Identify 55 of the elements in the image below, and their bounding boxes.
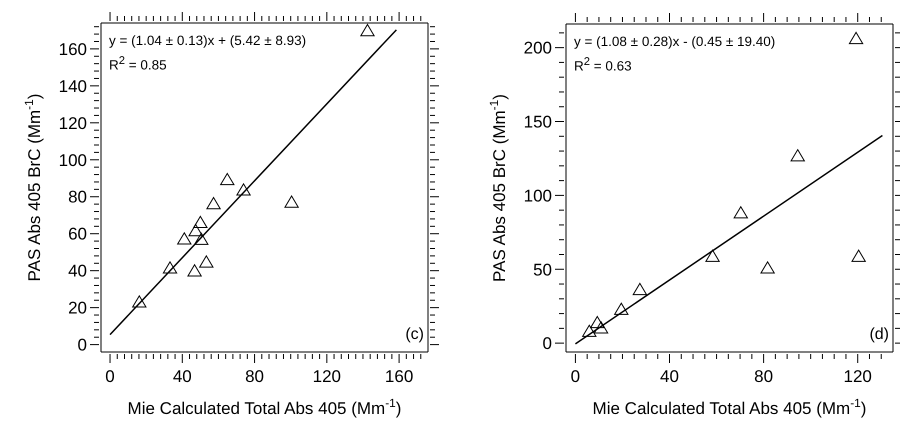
- x-tick-label: 0: [105, 367, 115, 386]
- x-tick-label: 160: [384, 367, 414, 386]
- point: [177, 232, 192, 245]
- annotation: (c): [405, 326, 424, 344]
- point: [284, 196, 299, 208]
- annotation: y = (1.08 ± 0.28)x - (0.45 ± 19.40): [574, 33, 776, 51]
- y-tick-label: 140: [58, 76, 87, 96]
- point: [360, 24, 375, 36]
- point: [236, 183, 251, 196]
- x-tick-label: 40: [660, 367, 679, 386]
- point: [162, 261, 178, 274]
- y-tick-label: 100: [524, 186, 552, 206]
- point: [790, 149, 805, 162]
- point: [734, 206, 748, 218]
- annotation: (d): [869, 326, 889, 344]
- x-tick-label: 80: [245, 367, 264, 386]
- annotation: y = (1.04 ± 0.13)x + (5.42 ± 8.93): [109, 32, 306, 50]
- point: [614, 302, 628, 315]
- x-tick-label: 80: [754, 367, 774, 386]
- y-tick-label: 0: [542, 334, 552, 354]
- point: [582, 324, 596, 337]
- y-tick-label: 150: [524, 112, 552, 132]
- point: [632, 282, 648, 296]
- x-tick-label: 0: [570, 367, 580, 386]
- x-tick-label: 120: [844, 367, 872, 386]
- y-tick-label: 40: [68, 262, 87, 281]
- x-tick-label: 40: [172, 367, 192, 386]
- point: [194, 232, 208, 245]
- x-axis-title: Mie Calculated Total Abs 405 (Mm$^{-1}$): [128, 396, 402, 418]
- y-tick-label: 160: [58, 40, 87, 59]
- point: [199, 255, 214, 268]
- point: [848, 32, 864, 44]
- point: [852, 250, 866, 262]
- point: [590, 316, 604, 328]
- y-tick-label: 60: [68, 224, 87, 244]
- y-tick-label: 200: [524, 38, 552, 58]
- point: [132, 295, 146, 308]
- x-tick-label: 120: [312, 367, 342, 386]
- point: [220, 172, 234, 186]
- y-tick-label: 80: [68, 188, 87, 207]
- y-tick-label: 0: [78, 336, 87, 355]
- point: [187, 264, 202, 276]
- y-tick-label: 100: [58, 150, 87, 170]
- x-axis-title: Mie Calculated Total Abs 405 (Mm$^{-1}$): [592, 396, 866, 418]
- y-tick-label: 50: [533, 260, 552, 280]
- annotation: R$^{2}$ = 0.63: [574, 55, 633, 76]
- point: [594, 321, 608, 334]
- y-tick-label: 20: [68, 298, 87, 318]
- point: [188, 224, 203, 236]
- annotation: R$^{2}$ = 0.85: [109, 54, 168, 74]
- y-tick-label: 120: [58, 114, 87, 133]
- point: [760, 261, 775, 274]
- point: [193, 216, 208, 228]
- point: [705, 250, 720, 262]
- point: [206, 197, 221, 210]
